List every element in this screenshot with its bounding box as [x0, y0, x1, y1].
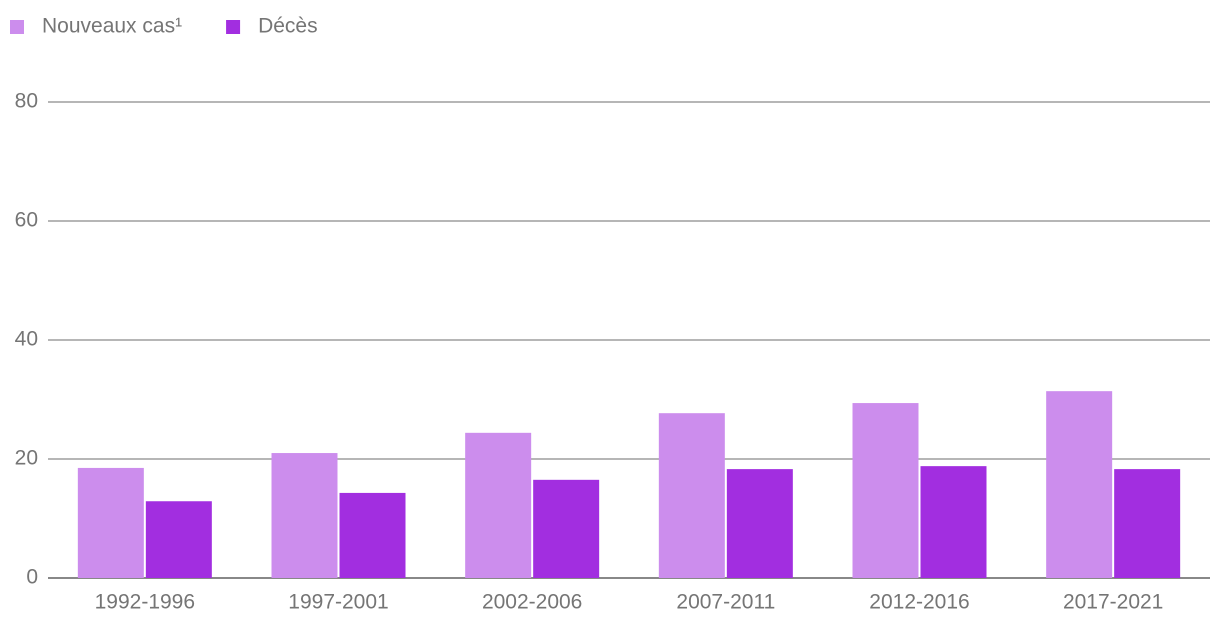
legend-swatch — [226, 20, 241, 34]
bar — [145, 501, 212, 578]
bar — [271, 453, 338, 578]
bar — [726, 469, 793, 578]
bar — [533, 479, 600, 578]
bar — [1046, 391, 1113, 578]
y-tick-label: 60 — [15, 209, 38, 232]
bar — [465, 432, 532, 578]
bar — [852, 403, 919, 578]
x-tick-label: 2007-2011 — [676, 591, 775, 614]
bar — [77, 467, 144, 578]
bar — [339, 492, 406, 578]
x-tick-label: 1997-2001 — [288, 591, 388, 614]
legend-swatch — [10, 20, 24, 34]
y-tick-label: 20 — [15, 447, 38, 470]
x-tick-label: 2017-2021 — [1063, 591, 1163, 614]
legend-label: Décès — [258, 15, 318, 38]
y-tick-label: 40 — [15, 328, 38, 351]
x-tick-label: 2002-2006 — [482, 591, 582, 614]
x-tick-label: 1992-1996 — [95, 591, 195, 614]
y-tick-label: 0 — [26, 566, 38, 589]
bar — [920, 466, 987, 578]
x-tick-label: 2012-2016 — [869, 591, 969, 614]
legend-label: Nouveaux cas¹ — [42, 15, 182, 38]
bar — [1114, 469, 1181, 578]
y-tick-label: 80 — [15, 90, 38, 113]
bar — [658, 413, 725, 578]
